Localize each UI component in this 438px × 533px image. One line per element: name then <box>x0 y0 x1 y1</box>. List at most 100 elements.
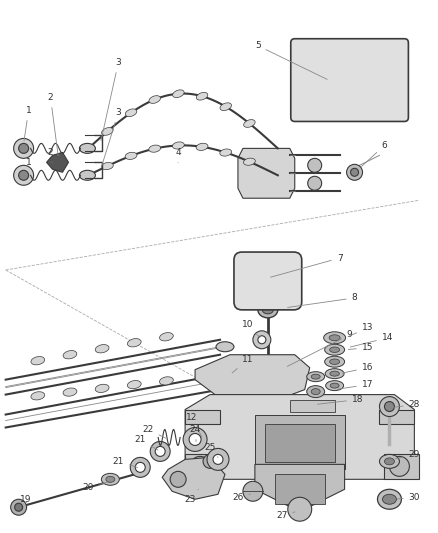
Text: 20: 20 <box>83 482 108 492</box>
Polygon shape <box>185 409 220 424</box>
Circle shape <box>19 171 28 180</box>
Circle shape <box>389 456 410 477</box>
Ellipse shape <box>31 392 45 400</box>
Ellipse shape <box>196 92 208 100</box>
Circle shape <box>213 455 223 464</box>
Ellipse shape <box>325 344 345 355</box>
Ellipse shape <box>311 389 320 394</box>
Circle shape <box>189 433 201 446</box>
Ellipse shape <box>330 383 339 388</box>
Ellipse shape <box>159 377 173 385</box>
Circle shape <box>135 462 145 472</box>
Circle shape <box>308 158 321 172</box>
Ellipse shape <box>311 374 320 379</box>
Circle shape <box>379 397 399 416</box>
Ellipse shape <box>326 381 343 391</box>
Circle shape <box>207 448 229 470</box>
Ellipse shape <box>196 143 208 150</box>
Text: 7: 7 <box>271 254 343 277</box>
Ellipse shape <box>378 489 401 509</box>
Ellipse shape <box>149 145 161 152</box>
Circle shape <box>350 168 359 176</box>
Ellipse shape <box>125 109 137 117</box>
Ellipse shape <box>127 381 141 389</box>
Text: 8: 8 <box>287 293 357 308</box>
Text: 24: 24 <box>190 425 201 441</box>
Ellipse shape <box>330 347 339 352</box>
Text: 30: 30 <box>397 493 420 502</box>
Text: 6: 6 <box>362 141 387 166</box>
Ellipse shape <box>95 384 109 392</box>
Bar <box>290 400 335 411</box>
Ellipse shape <box>149 95 160 103</box>
FancyBboxPatch shape <box>291 39 408 122</box>
Ellipse shape <box>307 372 325 382</box>
Text: 1: 1 <box>25 158 32 173</box>
Polygon shape <box>238 148 295 198</box>
Ellipse shape <box>330 359 339 365</box>
Text: 14: 14 <box>350 333 393 347</box>
Circle shape <box>14 139 34 158</box>
Polygon shape <box>385 455 419 479</box>
Ellipse shape <box>216 377 234 386</box>
Text: 21: 21 <box>113 457 138 467</box>
Polygon shape <box>46 152 68 172</box>
Circle shape <box>258 336 266 344</box>
Polygon shape <box>255 464 345 509</box>
Ellipse shape <box>325 356 345 367</box>
Circle shape <box>150 441 170 462</box>
Text: 27: 27 <box>276 511 295 520</box>
Circle shape <box>183 427 207 451</box>
Bar <box>265 424 335 462</box>
Polygon shape <box>379 409 414 424</box>
Circle shape <box>14 165 34 185</box>
Ellipse shape <box>330 371 339 376</box>
Polygon shape <box>162 457 225 499</box>
Ellipse shape <box>379 455 399 469</box>
Text: 22: 22 <box>143 425 166 438</box>
Polygon shape <box>195 355 310 405</box>
Text: 5: 5 <box>255 41 327 79</box>
Ellipse shape <box>382 494 396 504</box>
Ellipse shape <box>324 332 346 344</box>
Circle shape <box>288 497 312 521</box>
Text: 19: 19 <box>20 495 32 504</box>
Ellipse shape <box>262 306 273 314</box>
Ellipse shape <box>79 143 95 154</box>
Text: 12: 12 <box>187 413 202 437</box>
Circle shape <box>243 481 263 501</box>
Bar <box>275 474 325 504</box>
Text: 4: 4 <box>175 148 181 163</box>
Text: 29: 29 <box>395 450 420 459</box>
Ellipse shape <box>307 385 325 398</box>
Text: 23: 23 <box>184 489 198 504</box>
Text: 3: 3 <box>101 108 121 168</box>
Circle shape <box>11 499 27 515</box>
Text: 10: 10 <box>242 320 260 338</box>
Text: 2: 2 <box>48 93 58 156</box>
Circle shape <box>203 455 217 469</box>
Circle shape <box>308 176 321 190</box>
Bar <box>255 415 345 470</box>
Circle shape <box>155 447 165 456</box>
Ellipse shape <box>385 458 395 465</box>
Text: 9: 9 <box>287 330 353 366</box>
Circle shape <box>346 164 363 180</box>
Ellipse shape <box>125 152 137 159</box>
Text: 16: 16 <box>343 363 373 373</box>
Text: 17: 17 <box>337 380 373 389</box>
Ellipse shape <box>216 342 234 352</box>
Circle shape <box>258 360 278 379</box>
Text: 15: 15 <box>348 343 373 352</box>
Polygon shape <box>185 455 215 479</box>
Ellipse shape <box>329 335 340 341</box>
Ellipse shape <box>159 333 173 341</box>
Polygon shape <box>185 394 414 479</box>
Ellipse shape <box>220 149 232 156</box>
Ellipse shape <box>101 473 119 486</box>
Ellipse shape <box>127 338 141 347</box>
Ellipse shape <box>244 158 255 165</box>
Circle shape <box>130 457 150 478</box>
Ellipse shape <box>220 103 231 110</box>
Ellipse shape <box>63 388 77 396</box>
